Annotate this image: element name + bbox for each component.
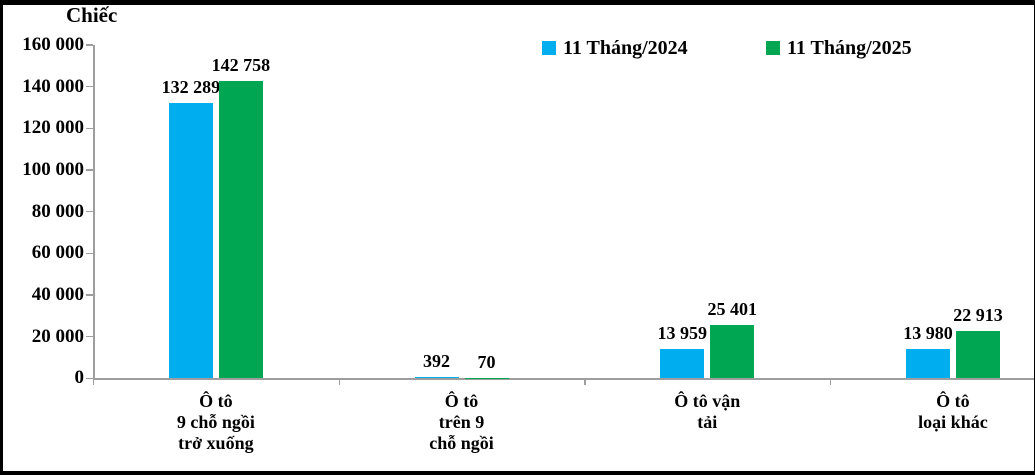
y-axis-tick [86,127,93,129]
x-axis-tick [830,378,832,386]
y-axis-label: 60 000 [31,242,84,264]
x-axis-category-label-line: Ô tô vận [674,391,741,411]
x-axis-category-label-line: 9 chỗ ngồi [176,412,255,432]
y-axis-label: 80 000 [31,200,84,222]
bar-series1-cat2 [414,377,459,379]
legend-item-2024: 11 Tháng/2024 [542,36,688,60]
bar-series1-cat4 [905,349,950,379]
y-axis-tick [86,211,93,213]
y-axis-label: 140 000 [22,75,84,97]
bar-series1-cat3 [660,349,705,379]
y-axis-tick [86,252,93,254]
x-axis-category-label: Ô tô trên 9 chỗ ngồi [429,391,494,454]
x-axis-category-label-line: chỗ ngồi [429,433,494,453]
x-axis-category-label-line: loại khác [918,412,988,432]
y-axis-tick [86,294,93,296]
y-axis-tick [86,169,93,171]
y-axis-label: 120 000 [22,117,84,139]
bar-value-label: 25 401 [707,299,758,320]
bar-value-label: 13 959 [657,323,708,344]
bar-value-label: 392 [423,351,451,372]
x-axis-category-label: Ô tô loại khác [918,391,988,433]
bar-series2-cat3 [710,325,755,379]
y-axis-label: 20 000 [31,325,84,347]
y-axis-unit-title: Chiếc [66,3,118,27]
bar-value-label: 132 289 [161,76,221,97]
bar-series2-cat1 [218,80,263,379]
x-axis-category-label-line: tải [697,412,718,432]
x-axis-category-label-line: Ô tô [199,391,233,411]
x-axis-category-label: Ô tô vận tải [674,391,740,433]
y-axis-label: 0 [74,367,85,389]
bar-value-label: 70 [477,352,496,373]
bar-series1-cat1 [168,102,213,379]
x-axis-tick [584,378,586,386]
legend-label-2025: 11 Tháng/2025 [787,37,912,59]
bar-value-label: 22 913 [953,304,1003,325]
x-axis-tick [93,378,95,386]
x-axis-category-label-line: Ô tô [936,391,970,411]
y-axis-tick [86,377,93,379]
y-axis-label: 40 000 [31,283,84,305]
x-axis-tick [338,378,340,386]
y-axis-line [93,45,95,379]
bar-value-label: 13 980 [903,323,953,344]
y-axis-tick [86,44,93,46]
x-axis-category-label: Ô tô 9 chỗ ngồi trở xuống [177,391,255,454]
y-axis-label: 160 000 [22,34,84,55]
y-axis-tick [86,86,93,88]
bar-series2-cat4 [955,330,1000,379]
x-axis-category-label-line: trên 9 [438,412,485,432]
y-axis-label: 100 000 [22,158,84,180]
x-axis-category-label-line: trở xuống [178,433,254,453]
legend-swatch-2024-icon [542,41,556,55]
y-axis-tick [86,336,93,338]
chart-legend: 11 Tháng/2024 11 Tháng/2025 [0,36,1035,60]
bar-value-label: 142 758 [211,54,271,75]
x-axis-line [93,378,1034,380]
legend-label-2024: 11 Tháng/2024 [563,37,688,59]
legend-item-2025: 11 Tháng/2025 [766,36,912,60]
legend-swatch-2025-icon [766,41,780,55]
x-axis-category-label-line: Ô tô [444,391,479,411]
